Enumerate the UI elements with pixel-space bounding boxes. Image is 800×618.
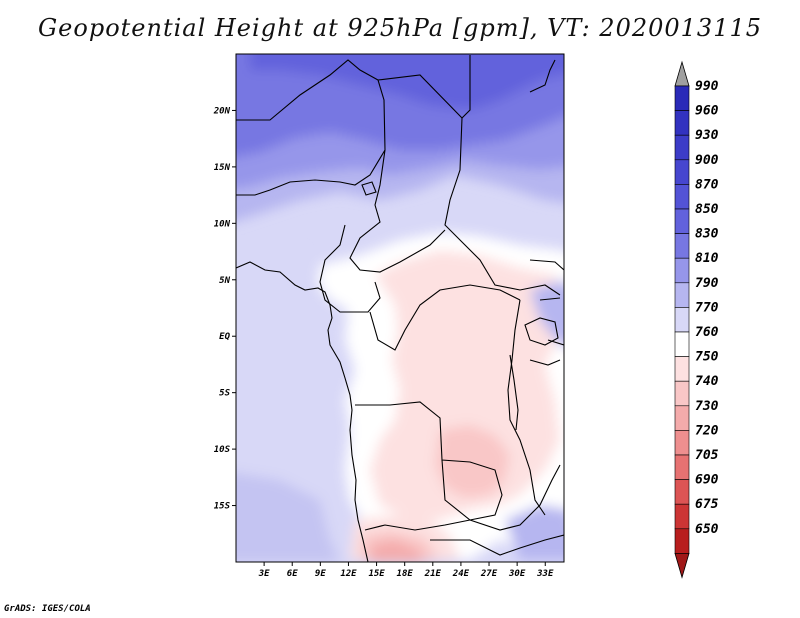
field-band-740 bbox=[435, 425, 510, 498]
lat-tick-label: 5S bbox=[219, 389, 230, 399]
colorbar-label: 675 bbox=[695, 497, 719, 512]
colorbar-top-arrow bbox=[674, 60, 690, 87]
colorbar-label: 830 bbox=[695, 227, 719, 242]
lat-tick-label: 15N bbox=[214, 163, 231, 173]
lon-tick-label: 3E bbox=[258, 569, 270, 579]
border-cameroon bbox=[319, 224, 381, 313]
colorbar: 990 960 930 900 870 850 830 810 790 770 760 750 740 7… bbox=[674, 60, 719, 579]
colorbar-swatch bbox=[674, 282, 690, 308]
colorbar-label: 790 bbox=[695, 276, 719, 291]
coastline-west-africa bbox=[236, 261, 369, 562]
map-boundaries bbox=[236, 55, 564, 562]
field-band-790-sw bbox=[236, 472, 340, 562]
border-zambia bbox=[441, 459, 561, 531]
colorbar-swatch bbox=[674, 307, 690, 333]
field-band-750 bbox=[370, 250, 564, 520]
lon-tick-label: 15E bbox=[368, 569, 385, 579]
border-south bbox=[430, 534, 564, 556]
colorbar-label: 750 bbox=[695, 350, 719, 365]
colorbar-swatch bbox=[674, 331, 690, 357]
colorbar-swatch bbox=[674, 257, 690, 284]
colorbar-swatch bbox=[674, 380, 690, 407]
lon-tick-label: 6E bbox=[287, 569, 298, 579]
colorbar-swatch bbox=[674, 233, 690, 259]
colorbar-label: 720 bbox=[695, 423, 719, 438]
border-drc-east bbox=[507, 299, 546, 516]
lon-tick-label: 24E bbox=[452, 569, 470, 579]
colorbar-swatch bbox=[674, 430, 690, 456]
colorbar-label: 690 bbox=[695, 473, 719, 488]
lon-tick-label: 9E bbox=[315, 569, 326, 579]
colorbar-label: 960 bbox=[695, 104, 719, 119]
lake-chad bbox=[361, 181, 377, 196]
border-chad-sudan bbox=[444, 117, 561, 296]
longitude-axis: 3E 6E 9E 12E 15E 18E 21E 24E 27E 30E 33E bbox=[258, 562, 554, 579]
colorbar-label: 730 bbox=[695, 399, 719, 414]
colorbar-label: 870 bbox=[695, 177, 719, 192]
coast-northeast bbox=[529, 59, 556, 93]
colorbar-swatch bbox=[674, 134, 690, 161]
colorbar-label: 770 bbox=[695, 300, 719, 315]
latitude-axis: 20N 15N 10N 5N EQ 5S 10S 15S bbox=[213, 106, 236, 512]
lat-tick-label: 10N bbox=[214, 219, 231, 229]
colorbar-label: 990 bbox=[695, 79, 719, 94]
border-chad-car bbox=[349, 149, 446, 273]
colorbar-swatch bbox=[674, 110, 690, 136]
lon-tick-label: 18E bbox=[397, 569, 414, 579]
colorbar-swatch bbox=[674, 528, 690, 554]
field-band-790-se bbox=[505, 505, 564, 560]
colorbar-label: 740 bbox=[695, 374, 719, 389]
field-band-790-east bbox=[530, 280, 564, 346]
colorbar-label: 810 bbox=[695, 251, 719, 266]
colorbar-label: 900 bbox=[695, 153, 719, 168]
colorbar-swatch bbox=[674, 454, 690, 480]
lon-tick-label: 30E bbox=[508, 569, 526, 579]
chart-title: Geopotential Height at 925hPa [gpm], VT:… bbox=[38, 14, 762, 42]
lat-tick-label: 10S bbox=[214, 445, 231, 455]
colorbar-label: 930 bbox=[695, 128, 719, 143]
border-angola bbox=[355, 401, 503, 531]
field-band-850 bbox=[250, 54, 564, 110]
map-frame bbox=[235, 53, 565, 563]
colorbar-label: 705 bbox=[695, 448, 719, 463]
colorbar-swatch bbox=[674, 208, 690, 234]
colorbar-swatch bbox=[674, 479, 690, 505]
colorbar-label: 850 bbox=[695, 202, 719, 217]
geopotential-field bbox=[236, 54, 564, 562]
lon-tick-label: 12E bbox=[340, 569, 357, 579]
colorbar-swatch bbox=[674, 405, 690, 431]
colorbar-swatch bbox=[674, 184, 690, 210]
colorbar-swatch bbox=[674, 503, 690, 530]
colorbar-swatch bbox=[674, 356, 690, 382]
lat-tick-label: EQ bbox=[219, 332, 230, 342]
border-drc-west bbox=[369, 284, 521, 351]
lat-tick-label: 15S bbox=[214, 502, 231, 512]
field-band-730 bbox=[370, 540, 425, 562]
colorbar-label: 650 bbox=[695, 522, 719, 537]
colorbar-swatch bbox=[674, 159, 690, 185]
lake-victoria bbox=[524, 317, 559, 346]
colorbar-label: 760 bbox=[695, 325, 719, 340]
lat-tick-label: 20N bbox=[213, 106, 231, 116]
lon-tick-label: 33E bbox=[536, 569, 554, 579]
colorbar-bottom-arrow bbox=[674, 553, 690, 579]
grads-credit: GrADS: IGES/COLA bbox=[4, 604, 91, 614]
lon-tick-label: 27E bbox=[480, 569, 498, 579]
lon-tick-label: 21E bbox=[424, 569, 442, 579]
lat-tick-label: 5N bbox=[219, 276, 230, 286]
border-east-africa bbox=[529, 259, 564, 366]
lake-tanganyika bbox=[509, 354, 519, 431]
colorbar-swatch bbox=[674, 85, 690, 111]
